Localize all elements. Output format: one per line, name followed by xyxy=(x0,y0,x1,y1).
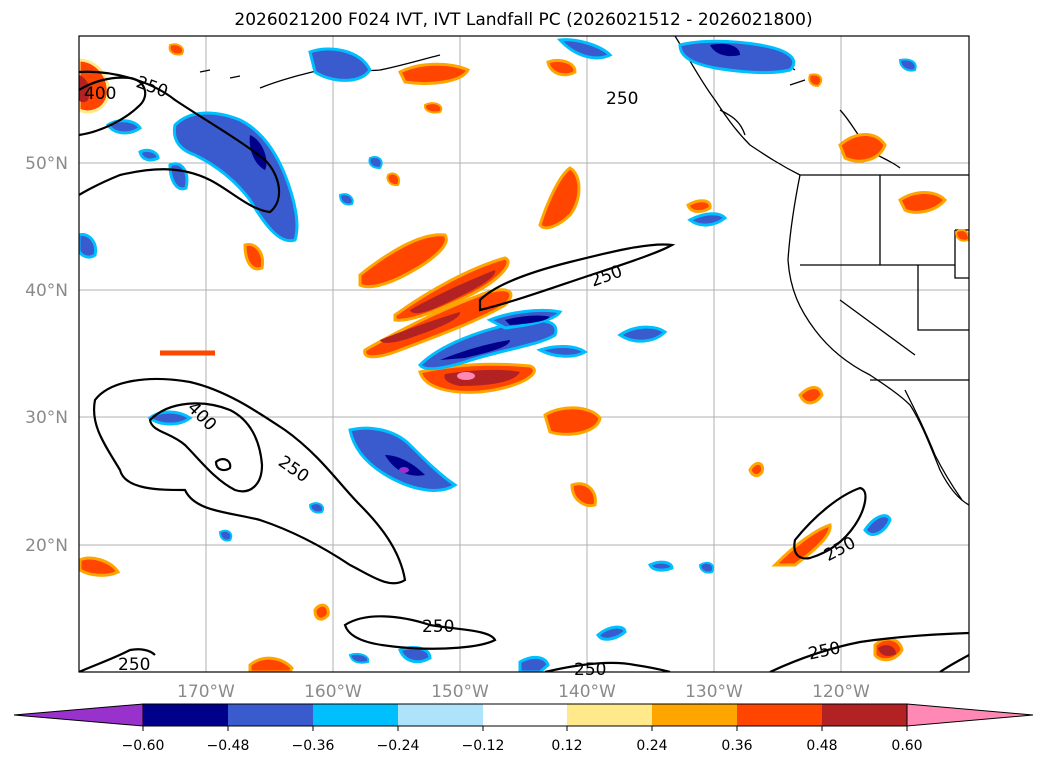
lon-label-150w: 150°W xyxy=(431,682,489,702)
colorbar-segment xyxy=(398,704,483,726)
lon-label-170w: 170°W xyxy=(177,682,235,702)
colorbar-segment xyxy=(822,704,907,726)
lon-label-120w: 120°W xyxy=(812,682,870,702)
colorbar-segment xyxy=(313,704,398,726)
longitude-labels: 170°W 160°W 150°W 140°W 130°W 120°W xyxy=(177,682,870,702)
colorbar-tick-label: −0.36 xyxy=(292,738,335,754)
negative-ivt-shading xyxy=(79,38,917,672)
colorbar-overflow-triangle xyxy=(906,703,1034,727)
colorbar-tick-label: −0.60 xyxy=(122,738,165,754)
colorbar-segment xyxy=(228,704,313,726)
lat-label-30n: 30°N xyxy=(25,408,68,428)
lat-label-20n: 20°N xyxy=(25,536,68,556)
colorbar-tick-label: 0.60 xyxy=(891,738,922,754)
lon-label-130w: 130°W xyxy=(685,682,743,702)
latitude-labels: 50°N 40°N 30°N 20°N xyxy=(25,154,68,556)
positive-ivt-shading xyxy=(79,43,969,672)
map-plot-area xyxy=(79,36,969,672)
map-frame xyxy=(78,35,970,673)
colorbar-tick-label: 0.12 xyxy=(551,738,582,754)
contour-label: 250 xyxy=(606,89,638,109)
ivt-contours xyxy=(79,70,969,672)
colorbar-tick-label: 0.48 xyxy=(806,738,837,754)
contour-label: 250 xyxy=(574,660,606,680)
contour-label: 250 xyxy=(422,617,454,637)
contour-label: 250 xyxy=(118,655,150,675)
lon-label-140w: 140°W xyxy=(558,682,616,702)
colorbar-frame xyxy=(142,703,908,727)
lon-label-160w: 160°W xyxy=(304,682,362,702)
map-title: 2026021200 F024 IVT, IVT Landfall PC (20… xyxy=(234,10,813,30)
colorbar-tick-label: −0.24 xyxy=(377,738,420,754)
colorbar-underflow-triangle xyxy=(13,703,144,727)
colorbar-segment xyxy=(483,704,567,726)
lat-label-50n: 50°N xyxy=(25,154,68,174)
colorbar-segment xyxy=(737,704,822,726)
colorbar-tick-label: 0.36 xyxy=(721,738,752,754)
contour-label: 400 xyxy=(84,84,116,104)
colorbar-segment xyxy=(567,704,652,726)
colorbar: −0.60 −0.48 −0.36 −0.24 −0.12 0.12 0.24 … xyxy=(13,703,1034,754)
colorbar-segment xyxy=(143,704,228,726)
lat-label-40n: 40°N xyxy=(25,281,68,301)
colorbar-tick-label: −0.48 xyxy=(207,738,250,754)
colorbar-tick-label: 0.24 xyxy=(636,738,667,754)
colorbar-segment xyxy=(652,704,737,726)
colorbar-tick-label: −0.12 xyxy=(462,738,505,754)
